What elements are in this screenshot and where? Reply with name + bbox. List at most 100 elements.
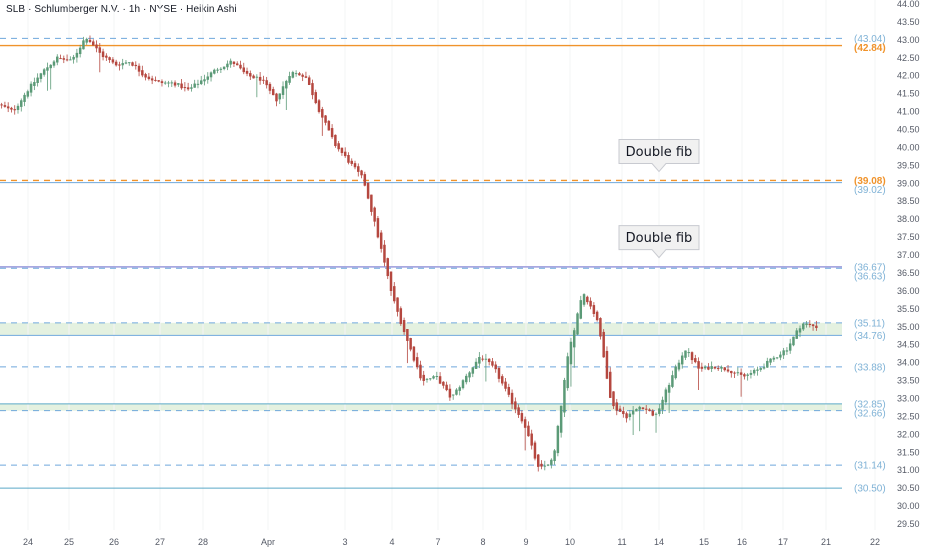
time-axis-label: 16	[737, 537, 747, 547]
candle-body	[419, 364, 422, 379]
candle-body	[353, 163, 357, 168]
candle-body	[301, 74, 304, 77]
candle-body	[334, 134, 337, 147]
candle-body	[321, 109, 324, 118]
candle-body	[726, 369, 730, 372]
candle-body	[412, 346, 416, 361]
candle-body	[29, 83, 33, 93]
candle-body	[304, 76, 308, 78]
candle-body	[199, 80, 203, 85]
candle-body	[108, 57, 111, 61]
candle-body	[307, 77, 311, 85]
time-axis-label: 22	[870, 537, 880, 547]
candle-body	[422, 374, 425, 381]
candle-body	[173, 82, 177, 86]
candle-body	[124, 62, 128, 64]
candle-body	[592, 305, 596, 314]
candle-body	[677, 362, 681, 370]
time-axis-label: 15	[699, 537, 709, 547]
candle-body	[347, 154, 350, 163]
candle-body	[118, 64, 121, 66]
candle-body	[533, 442, 537, 459]
candle-body	[196, 83, 200, 85]
candle-body	[697, 361, 700, 369]
candle-body	[648, 409, 651, 412]
candle-body	[92, 41, 95, 46]
time-axis-label: 27	[155, 537, 165, 547]
candle-body	[720, 366, 723, 369]
candle-body	[144, 74, 147, 78]
candle-body	[209, 72, 213, 78]
candle-body	[370, 194, 373, 212]
candle-body	[566, 356, 569, 389]
price-axis-label: 42.00	[897, 71, 920, 81]
candle-body	[183, 87, 187, 89]
level-labels: (43.04)(42.84) (39.08)(39.02) (36.67)(36.6…	[854, 34, 886, 495]
price-axis-label: 40.50	[897, 125, 920, 135]
candle-body	[275, 93, 278, 102]
candle-body	[65, 59, 69, 61]
candle-body	[232, 61, 236, 64]
price-axis-label: 30.50	[897, 483, 920, 493]
candle-body	[625, 413, 628, 419]
time-axis-label: 25	[64, 537, 74, 547]
candle-body	[121, 63, 124, 66]
candle-body	[510, 392, 514, 405]
candle-body	[474, 361, 478, 369]
candle-body	[674, 366, 677, 379]
candle-body	[586, 296, 589, 303]
callout-box	[618, 139, 700, 173]
price-axis-label: 44.00	[897, 0, 920, 9]
candle-body	[710, 366, 713, 369]
candle-body	[373, 207, 376, 222]
candle-body	[278, 93, 281, 100]
candle-body	[147, 76, 151, 79]
candle-body	[802, 323, 805, 330]
candle-body	[6, 106, 10, 109]
candle-body	[471, 367, 475, 374]
time-axis-label: 4	[389, 537, 394, 547]
price-axis-label: 29.50	[897, 519, 920, 529]
candle-body	[671, 375, 674, 387]
candle-body	[530, 433, 533, 446]
candle-body	[46, 67, 49, 71]
candle-body	[775, 357, 779, 359]
candle-body	[396, 297, 399, 312]
candle-body	[507, 386, 511, 395]
time-axis[interactable]: 24 25 26 27 28 Apr 3 4 7 8 9 10 11 14 15 16 17 21 22	[23, 537, 880, 547]
candle-body	[262, 79, 265, 81]
candle-body	[285, 80, 288, 89]
candle-body	[72, 56, 75, 60]
candle-body	[779, 354, 782, 358]
highlight-zones	[0, 322, 842, 411]
candle-body	[795, 330, 798, 339]
candle-body	[288, 76, 291, 83]
candle-body	[703, 366, 707, 369]
price-axis-label: 34.00	[897, 358, 920, 368]
price-axis-label: 32.00	[897, 429, 920, 439]
time-axis-label: 10	[565, 537, 575, 547]
candle-body	[612, 391, 615, 407]
candle-body	[245, 70, 249, 74]
candle-body	[131, 62, 134, 66]
candle-body	[219, 68, 223, 70]
candle-body	[78, 47, 82, 55]
candle-body	[730, 370, 733, 374]
price-axis-label: 42.50	[897, 53, 920, 63]
candle-body	[16, 105, 20, 110]
candle-body	[553, 450, 556, 462]
price-axis[interactable]: 44.00 43.50 43.00 42.50 42.00 41.50 41.00 40.50…	[897, 0, 920, 529]
candle-body	[10, 107, 13, 110]
price-axis-label: 33.00	[897, 393, 920, 403]
candle-body	[26, 91, 30, 97]
candle-body	[88, 39, 92, 42]
candle-body	[644, 408, 648, 410]
candle-body	[661, 399, 664, 410]
candle-body	[602, 331, 605, 358]
candle-body	[582, 294, 586, 305]
candle-body	[62, 58, 66, 60]
price-level-label: (35.11)	[854, 318, 885, 329]
candle-body	[177, 83, 180, 85]
candle-body	[49, 64, 52, 69]
